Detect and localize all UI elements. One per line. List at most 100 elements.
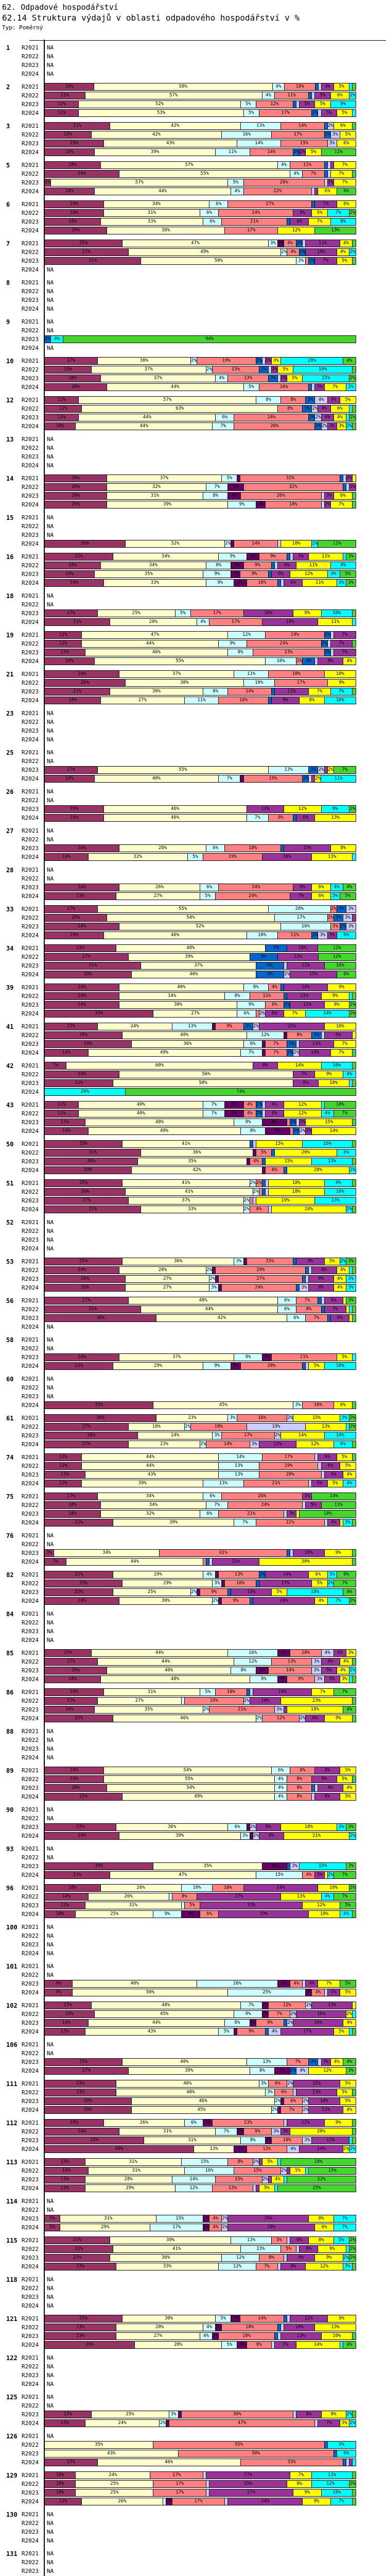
bar-segment: 5% xyxy=(340,2098,356,2105)
bar-row: R2024 23% 33% 12% 7% 8% 12% 3% xyxy=(0,2262,386,2271)
bar-segment: 8% xyxy=(318,658,343,665)
stacked-bar: 31% 37% 9% 12% 10% xyxy=(44,962,356,970)
stacked-bar: 24% 37% 11% 18% 10% xyxy=(44,670,356,678)
bar-segment: 19% xyxy=(45,1689,104,1696)
bar-segment: 13% xyxy=(45,1902,85,1909)
bar-row: R2023 23% 36% 6% 2% 8% 18% 3% 3% xyxy=(0,1823,386,1832)
bar-segment: 9% xyxy=(327,680,356,686)
bar-zone: 11% 57% 8% 8% 3% 4% 4% 5% xyxy=(44,396,356,404)
bar-zone: 16% 35% 2% 21% 3% 18% 4% xyxy=(44,1705,356,1714)
bar-row: R2023 28% 46% 2% 6% 2% 10% 5% xyxy=(0,2097,386,2106)
bar-segment: 2% xyxy=(315,775,322,782)
bar-segment xyxy=(268,2176,272,2183)
period-label: R2021 xyxy=(22,1493,39,1500)
bar-segment: 7% xyxy=(318,2420,340,2427)
bar-zone: NA xyxy=(44,2432,356,2441)
bar-segment: 2% xyxy=(300,1119,306,1126)
bar-segment: 4% xyxy=(343,1480,356,1487)
bar-segment: 49% xyxy=(88,1049,241,1056)
period-label: R2023 xyxy=(22,2489,39,2496)
bar-segment: 16% xyxy=(184,2167,235,2174)
bar-row: R2023 NA xyxy=(0,1744,386,1753)
bar-segment: 42% xyxy=(156,1315,288,1321)
stacked-bar: 24% 28% 2% 29% 8% 4% xyxy=(44,1266,356,1274)
period-label: R2021 xyxy=(22,984,39,991)
na-label: NA xyxy=(47,1637,54,1643)
bar-segment xyxy=(352,2002,356,2009)
bar-segment: 11% xyxy=(290,1002,325,1008)
bar-row: 39 R2021 24% 40% 8% 4% 14% 9% xyxy=(0,983,386,992)
bar-zone: 35% 45% 3% 10% 6% xyxy=(44,1401,356,1410)
bar-zone: 35% 35% 8% 3% 15% 3% xyxy=(44,1862,356,1871)
bar-segment: 10% xyxy=(290,1650,322,1656)
bar-segment: 74% xyxy=(126,1089,356,1095)
bar-segment: 13% xyxy=(240,123,282,129)
bar-zone: 27% 39% 8% 5% 2% 4% 12% 3% xyxy=(44,2066,356,2075)
bar-row: R2023 NA xyxy=(0,2293,386,2301)
bar-segment: 4% xyxy=(327,571,340,578)
bar-segment: 7% xyxy=(312,1689,334,1696)
bar-segment: 6% xyxy=(200,884,219,891)
bar-segment xyxy=(349,83,353,90)
bar-segment: 44% xyxy=(141,1306,278,1313)
bar-row: 51 R2021 25% 41% 2% 2% 18% 9% xyxy=(0,1179,386,1188)
bar-segment: 5% xyxy=(337,258,353,264)
group-id-label: 33 xyxy=(6,905,14,913)
period-label: R2021 xyxy=(22,1376,39,1382)
period-label: R2023 xyxy=(22,336,39,343)
bar-segment: 3% xyxy=(346,384,356,391)
bar-row: 56 R2021 27% 48% 6% 7% 6% 3% xyxy=(0,1296,386,1305)
bar-row: R2023 36% 42% 6% 7% 6% xyxy=(0,1314,386,1323)
bar-segment: 27% xyxy=(116,2333,200,2340)
bar-segment: 17% xyxy=(45,1493,98,1500)
bar-zone: 25% 40% 12% 8% 3% 9% xyxy=(44,1031,356,1040)
bar-zone: NA xyxy=(44,2284,356,2293)
bar-row: R2024 18% 27% 11% 16% 9% 8% 10% xyxy=(0,696,386,705)
bar-segment: 3% xyxy=(300,1284,309,1291)
bar-zone: NA xyxy=(44,513,356,522)
bar-row: R2022 NA xyxy=(0,2519,386,2528)
group-id-label: 51 xyxy=(6,1179,14,1187)
bar-segment: 36% xyxy=(116,1824,229,1831)
bar-segment xyxy=(306,258,309,264)
bar-row: R2022 NA xyxy=(0,2049,386,2058)
stacked-bar: 23% 36% 6% 2% 8% 18% 3% 3% xyxy=(44,1823,356,1831)
bar-segment: 50% xyxy=(73,1989,229,1996)
bar-row: R2022 24% 56% 7% 9% 4% xyxy=(0,1070,386,1079)
bar-segment: 10% xyxy=(309,1911,340,1918)
na-label: NA xyxy=(47,1924,54,1930)
bar-segment: 2% xyxy=(250,2020,256,2026)
bar-segment: 4% xyxy=(247,553,259,560)
bar-segment: 13% xyxy=(312,2472,353,2479)
period-label: R2023 xyxy=(22,1002,39,1008)
bar-segment: 5% xyxy=(315,92,331,99)
bar-segment: 18% xyxy=(262,619,319,625)
bar-zone: 7% 60% 8% 14% 10% xyxy=(44,1061,356,1070)
bar-group: 125 R2021 NA R2022 NA R2023 15% 25% 3% 36% 8% 8% 2% R… xyxy=(0,2393,386,2428)
bar-row: 9 R2021 NA xyxy=(0,317,386,326)
bar-segment: 5% xyxy=(337,1354,353,1361)
bar-segment: 16% xyxy=(45,775,95,782)
na-label: NA xyxy=(47,2520,54,2527)
bar-segment: 24% xyxy=(228,2498,303,2505)
stacked-bar: 43% 50% 6% xyxy=(44,2450,356,2458)
period-label: R2021 xyxy=(22,1924,39,1930)
bar-segment xyxy=(262,1049,266,1056)
bar-segment: 32% xyxy=(243,484,343,490)
na-label: NA xyxy=(47,1393,54,1400)
bar-zone: 24% 38% 9% 6% 2% 11% 8% 2% xyxy=(44,1001,356,1009)
bar-segment: 26% xyxy=(228,2215,309,2222)
bar-segment: 25% xyxy=(45,240,122,247)
bar-group: 34 R2021 23% 48% 7% 10% 12% R2022 27% 39% 9% 13% 12%… xyxy=(0,944,386,979)
bar-row: R2022 26% 41% 2% 18% 10% xyxy=(0,1188,386,1196)
bar-segment: 38% xyxy=(119,1002,238,1008)
bar-row: R2024 28% 40% 9% 2% 15% 6% xyxy=(0,970,386,979)
bar-segment: 31% xyxy=(107,493,204,499)
period-label: R2022 xyxy=(22,1306,39,1313)
bar-segment: 22% xyxy=(45,553,113,560)
period-label: R2021 xyxy=(22,749,39,756)
group-id-label: 118 xyxy=(6,2276,17,2283)
bar-segment: 7% xyxy=(256,2263,278,2270)
bar-segment: 6% xyxy=(200,1511,219,1517)
